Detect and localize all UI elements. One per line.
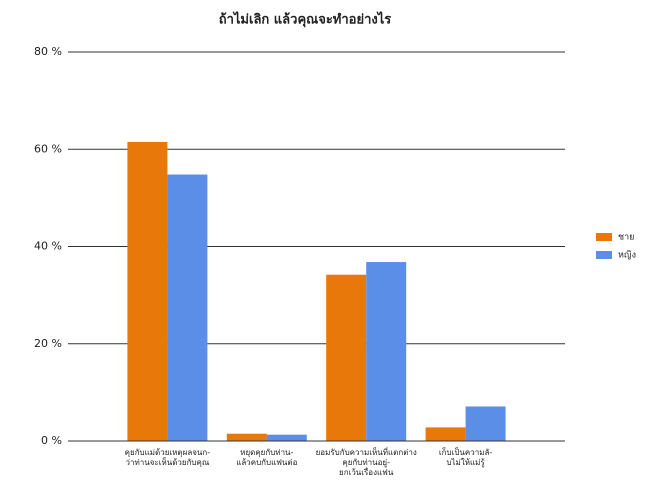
y-tick-label: 80 % [34, 45, 62, 58]
bar [226, 433, 267, 441]
y-tick-label: 60 % [34, 142, 62, 155]
bar [127, 141, 168, 442]
legend-swatch [596, 233, 612, 241]
bar [366, 262, 407, 441]
legend-label: ชาย [618, 233, 634, 243]
x-tick-label: เก็บเป็นความลั- บไม่ให้แม่รู้ [438, 448, 493, 467]
bar [167, 174, 208, 441]
legend-label: หญิง [618, 250, 636, 261]
x-tick-label: ยอมรับกับความเห็นที่แตกต่าง คุยกับท่านอย… [315, 448, 417, 477]
x-tick-label: คุยกับแม่ด้วยเหตุผลจนก- ว่าท่านจะเห็นด้ว… [124, 448, 211, 467]
y-tick-label: 40 % [34, 240, 62, 253]
legend-swatch [596, 251, 612, 259]
bar [326, 274, 367, 441]
x-tick-label: หยุดคุยกับท่าน- แล้วคบกับแฟนต่อ [236, 448, 298, 467]
y-tick-label: 20 % [34, 337, 62, 350]
y-tick-label: 0 % [41, 434, 62, 447]
chart-title: ถ้าไม่เลิก แล้วคุณจะทำอย่างไร [219, 11, 392, 28]
bar [465, 406, 506, 441]
bar [425, 427, 466, 441]
bar [266, 434, 307, 441]
